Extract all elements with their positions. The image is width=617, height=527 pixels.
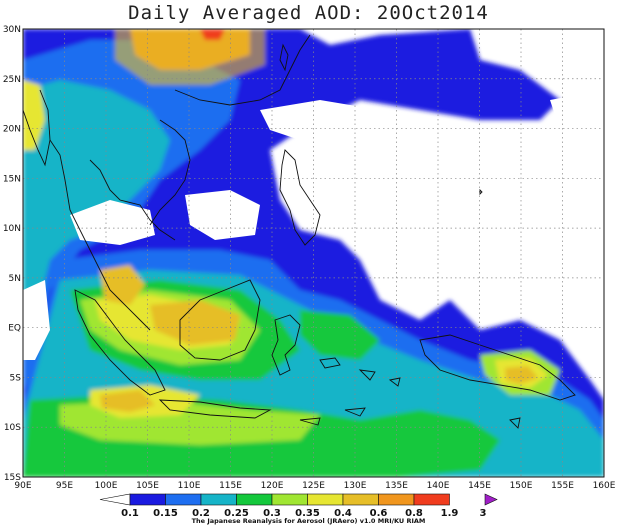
colorbar-swatch — [271, 493, 308, 506]
colorbar-swatch — [342, 493, 379, 506]
lon-tick-label: 115E — [219, 481, 242, 491]
coastline-taiwan — [279, 43, 289, 72]
low-aod-hole — [480, 190, 604, 310]
colorbar-label: 0.2 — [192, 508, 210, 519]
aod-region-orange-light — [100, 265, 145, 305]
coastlines — [23, 34, 576, 429]
aod-region-orange-light — [100, 390, 155, 412]
colorbar: 0.1 0.15 0.2 0.25 0.3 0.35 0.4 0.6 0.8 1.9 3 — [99, 493, 498, 519]
colorbar-swatch — [236, 493, 273, 506]
lon-tick-label: 100E — [95, 481, 118, 491]
lat-tick-label: 10N — [3, 224, 21, 234]
lon-tick-label: 125E — [302, 481, 325, 491]
lon-tick-label: 110E — [178, 481, 201, 491]
lat-tick-label: 15N — [3, 174, 21, 184]
coastline-philippines — [279, 149, 321, 246]
coastline-india — [23, 89, 51, 167]
colorbar-high-arrow — [484, 493, 498, 506]
lat-tick-label: EQ — [8, 324, 21, 334]
colorbar-label: 0.15 — [153, 508, 178, 519]
colorbar-label: 3 — [480, 508, 487, 519]
lon-tick-label: 155E — [551, 481, 574, 491]
lat-tick-label: 25N — [3, 75, 21, 85]
lat-tick-label: 5S — [10, 373, 22, 383]
plot-frame — [22, 28, 605, 478]
colorbar-label: 0.25 — [224, 508, 249, 519]
lat-tick-label: 5N — [9, 274, 21, 284]
colorbar-low-arrow — [99, 493, 131, 506]
lat-tick-label: 30N — [3, 25, 21, 35]
colorbar-label: 0.1 — [121, 508, 139, 519]
lon-tick-label: 90E — [14, 481, 31, 491]
colorbar-label: 0.6 — [370, 508, 388, 519]
lon-tick-label: 135E — [385, 481, 408, 491]
colorbar-label: 0.3 — [263, 508, 281, 519]
coastline-sumatra — [74, 289, 166, 396]
colorbar-swatch — [200, 493, 237, 506]
lon-tick-label: 145E — [468, 481, 491, 491]
aod-region-orange-light — [150, 300, 240, 345]
colorbar-label: 1.9 — [441, 508, 459, 519]
coastline-sulawesi — [271, 314, 301, 376]
aod-region-red — [200, 29, 225, 40]
coastline-borneo — [179, 279, 261, 361]
lat-tick-label: 15S — [4, 473, 21, 483]
lat-tick-label: 20N — [3, 125, 21, 135]
low-aod-hole — [70, 200, 155, 245]
low-aod-hole — [260, 100, 480, 165]
coastline-new-guinea — [419, 334, 576, 401]
lon-tick-label: 150E — [510, 481, 533, 491]
aod-region-green — [300, 310, 380, 360]
lon-tick-label: 160E — [593, 481, 616, 491]
colorbar-swatch — [165, 493, 202, 506]
colorbar-swatch — [307, 493, 344, 506]
longitude-tick-labels: 90E 95E 100E 105E 110E 115E 120E 125E 130E 135E 14… — [14, 481, 615, 491]
lon-tick-label: 120E — [261, 481, 284, 491]
map-title: Daily Averaged AOD: 20Oct2014 — [128, 2, 489, 24]
latitude-tick-labels: 15S 10S 5S EQ 5N 10N 15N 20N 25N 30N — [3, 25, 21, 483]
colorbar-label: 0.35 — [295, 508, 320, 519]
aod-region-yellow — [23, 80, 45, 150]
credit-line: The Japanese Reanalysis for Aerosol (JRA… — [191, 517, 426, 525]
colorbar-swatch — [378, 493, 415, 506]
low-aod-hole — [185, 190, 260, 240]
coastline-java — [158, 399, 272, 419]
colorbar-label: 0.8 — [405, 508, 423, 519]
coastline-indochina — [49, 34, 311, 331]
lon-tick-label: 105E — [136, 481, 159, 491]
lon-tick-label: 130E — [344, 481, 367, 491]
aod-field — [23, 29, 604, 477]
colorbar-swatch — [413, 493, 450, 506]
colorbar-label: 0.4 — [334, 508, 352, 519]
coastline-islands — [299, 188, 521, 429]
colorbar-swatch — [129, 493, 166, 506]
lat-tick-label: 10S — [4, 423, 21, 433]
low-aod-hole — [23, 280, 50, 360]
aod-region-orange-light — [115, 29, 265, 85]
aod-region-orange-light — [505, 366, 538, 384]
lon-tick-label: 95E — [56, 481, 73, 491]
lon-tick-label: 140E — [427, 481, 450, 491]
low-aod-hole — [550, 90, 604, 140]
